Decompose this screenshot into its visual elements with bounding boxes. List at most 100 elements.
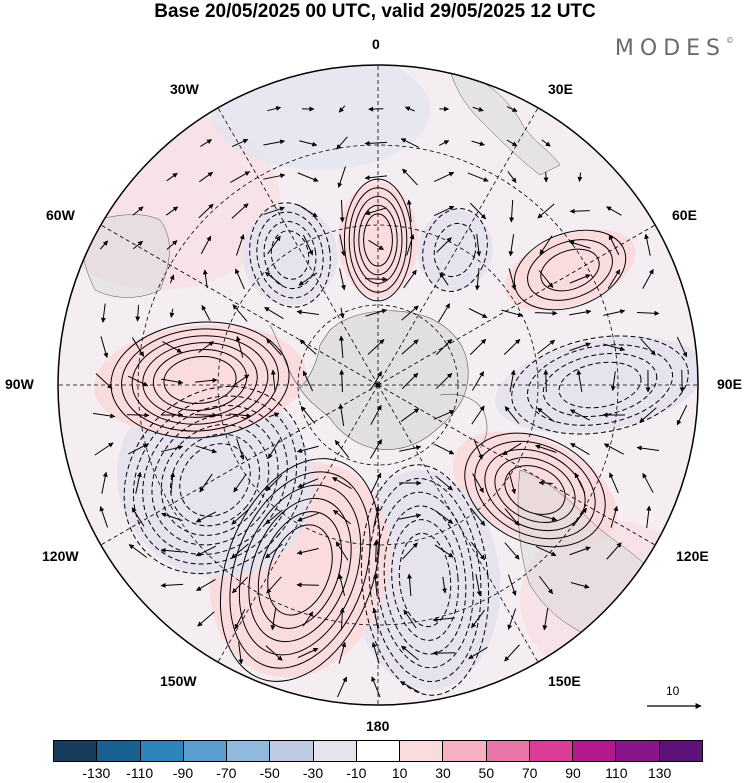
wind-arrow [338, 105, 346, 113]
wind-arrow [543, 369, 549, 393]
wind-arrow [541, 139, 551, 147]
wind-arrow [508, 234, 515, 257]
wind-arrow [195, 545, 217, 557]
wind-arrow [508, 268, 517, 291]
wind-arrow [434, 544, 454, 558]
wind-arrow [233, 473, 247, 493]
reference-vector-label: 10 [666, 684, 680, 698]
wind-arrow [135, 471, 142, 494]
wind-arrow [170, 471, 176, 494]
wind-arrow [642, 472, 654, 493]
wind-arrow [369, 371, 383, 391]
wind-arrow [365, 308, 388, 317]
wind-arrow [603, 309, 626, 316]
wind-arrow [297, 478, 319, 488]
wind-arrow [296, 582, 320, 588]
wind-arrow [100, 336, 109, 359]
wind-arrow [302, 234, 314, 256]
wind-arrow [434, 510, 454, 524]
wind-arrow [339, 369, 345, 393]
wind-arrow [127, 443, 149, 455]
colorbar-cell [270, 741, 314, 761]
wind-arrow [165, 206, 179, 216]
wind-arrow [570, 582, 590, 589]
lon-label-120e: 120E [676, 548, 709, 564]
wind-arrow [573, 507, 587, 527]
wind-arrow [133, 240, 143, 250]
wind-arrow [535, 444, 557, 453]
wind-arrow [364, 175, 387, 181]
wind-arrow [235, 268, 245, 290]
wind-arrow [469, 338, 487, 356]
wind-arrow [194, 412, 218, 418]
wind-arrow [235, 234, 245, 256]
wind-arrow [263, 206, 285, 215]
wind-arrow [337, 166, 346, 188]
wind-arrow [297, 172, 319, 182]
wind-arrow [232, 576, 248, 594]
wind-arrow [508, 472, 517, 495]
wind-arrow [334, 439, 350, 458]
lon-label-30w: 30W [170, 81, 199, 97]
wind-arrow [569, 309, 592, 316]
wind-arrow [537, 339, 556, 355]
colorbar-cell [659, 741, 702, 761]
wind-arrow [606, 206, 622, 216]
lon-label-60w: 60W [46, 207, 75, 223]
wind-arrow [538, 270, 554, 288]
wind-arrow [399, 445, 422, 452]
wind-arrow [338, 641, 347, 664]
wind-arrow [234, 608, 246, 630]
wind-arrow [569, 342, 591, 352]
wind-arrow [302, 370, 314, 392]
colorbar-cell [97, 741, 141, 761]
colorbar-cell [227, 741, 271, 761]
wind-arrow [160, 582, 184, 588]
wind-arrow [371, 641, 380, 664]
wind-arrow [537, 407, 555, 423]
wind-arrow [610, 505, 619, 528]
wind-arrow [229, 413, 252, 419]
wind-arrow [401, 339, 419, 355]
wind-arrow [473, 438, 483, 460]
wind-arrow [468, 308, 488, 318]
wind-arrow [199, 473, 213, 493]
wind-arrow [372, 607, 379, 630]
map-title: Base 20/05/2025 00 UTC, valid 29/05/2025… [154, 1, 596, 22]
wind-arrow [166, 240, 178, 250]
wind-arrow [470, 508, 486, 527]
wind-arrow [300, 405, 316, 424]
wind-arrow [270, 608, 277, 631]
wind-arrow [403, 609, 417, 629]
wind-arrow [195, 511, 216, 523]
wind-arrow [266, 576, 282, 594]
colorbar-cell [400, 741, 444, 761]
wind-arrow [503, 338, 521, 356]
wind-arrow [574, 472, 586, 494]
wind-arrow [231, 543, 249, 559]
colorbar-tick-label: 130 [647, 765, 672, 781]
wind-arrow [676, 336, 688, 358]
wind-arrow [131, 507, 145, 527]
wind-arrow [338, 403, 345, 426]
wind-arrow [263, 139, 286, 146]
wind-arrow [264, 271, 283, 287]
wind-arrow [299, 339, 317, 355]
wind-arrow [576, 369, 583, 392]
colorbar-cell [54, 741, 98, 761]
wind-arrow [200, 139, 213, 147]
wind-arrow [263, 173, 286, 180]
wind-arrow [100, 303, 106, 323]
wind-arrow [570, 442, 590, 456]
reference-vector-arrow [647, 703, 702, 709]
wind-arrow [161, 445, 184, 453]
wind-arrow [232, 304, 248, 322]
wind-arrow [569, 240, 591, 249]
wind-vectors [93, 105, 688, 698]
wind-arrow [468, 646, 488, 660]
wind-arrow [507, 171, 517, 183]
wind-arrow [676, 404, 688, 426]
wind-arrow [169, 274, 175, 284]
wind-arrow [199, 171, 214, 183]
contour-lines [110, 178, 689, 696]
